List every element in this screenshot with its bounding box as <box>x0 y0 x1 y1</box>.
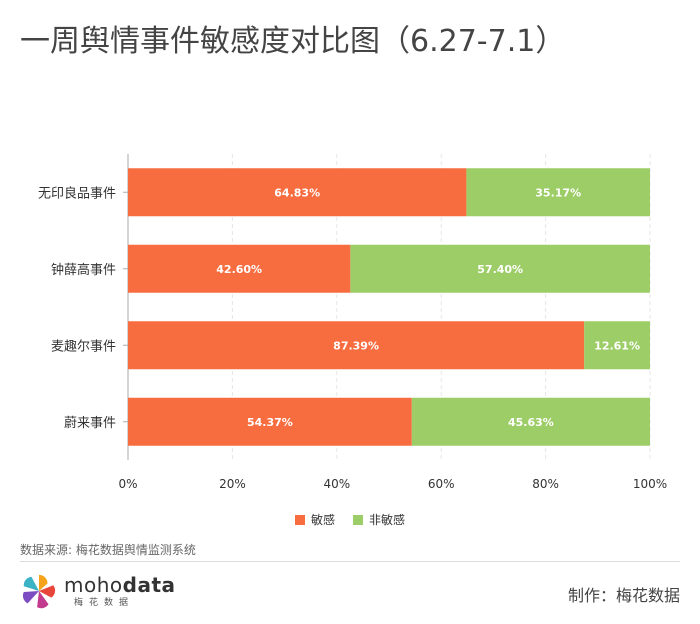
bar-non-sensitive[interactable] <box>411 397 650 446</box>
x-tick-label: 20% <box>219 477 246 491</box>
legend-item-sensitive[interactable]: 敏感 <box>294 511 335 528</box>
legend-item-non-sensitive[interactable]: 非敏感 <box>353 511 405 528</box>
bar-sensitive[interactable] <box>128 244 351 293</box>
bar-sensitive[interactable] <box>128 321 585 370</box>
logo-brand-bold: data <box>122 572 176 597</box>
bar-value-label: 64.83% <box>274 186 320 199</box>
brand-logo: mohodata 梅花数据 <box>20 572 176 610</box>
producer-credit: 制作：梅花数据 <box>567 586 680 605</box>
category-label: 麦趣尔事件 <box>51 339 116 354</box>
data-source: 数据来源: 梅花数据舆情监测系统 <box>20 543 196 557</box>
bar-value-label: 54.37% <box>247 416 293 429</box>
legend-swatch-sensitive <box>294 514 305 525</box>
footer-divider <box>20 561 680 562</box>
category-label: 蔚来事件 <box>64 416 116 431</box>
category-label: 钟薛高事件 <box>51 262 116 278</box>
bar-value-label: 45.63% <box>508 416 554 429</box>
category-label: 无印良品事件 <box>38 185 116 201</box>
value-axis: 0% 20% 40% 60% 80% 100% <box>118 477 667 491</box>
logo-wordmark: mohodata 梅花数据 <box>64 575 176 608</box>
legend-label-sensitive: 敏感 <box>310 513 335 527</box>
x-tick-label: 0% <box>118 477 137 491</box>
bar-value-label: 35.17% <box>535 186 581 199</box>
chart-title: 一周舆情事件敏感度对比图（6.27-7.1） <box>20 24 566 59</box>
logo-brand-light: moho <box>64 572 123 597</box>
legend-label-non-sensitive: 非敏感 <box>369 513 406 527</box>
x-tick-label: 80% <box>532 477 559 491</box>
stacked-bar-chart: 64.83% 35.17% 42.60% 57.40% 87.39% 12.61% 54.3… <box>38 154 667 491</box>
bar-sensitive[interactable] <box>128 397 412 446</box>
x-tick-label: 40% <box>323 477 350 491</box>
logo-subtitle: 梅花数据 <box>74 597 135 608</box>
bars <box>128 168 650 446</box>
x-tick-label: 60% <box>428 477 455 491</box>
x-tick-label: 100% <box>633 477 667 491</box>
legend-swatch-non-sensitive <box>353 514 363 525</box>
bar-sensitive[interactable] <box>128 168 467 217</box>
pinwheel-logo-icon <box>22 574 56 609</box>
legend: 敏感 非敏感 <box>0 511 700 528</box>
data-labels: 64.83% 35.17% 42.60% 57.40% 87.39% 12.61% 54.3… <box>216 186 640 429</box>
bar-value-label: 87.39% <box>333 339 379 352</box>
bar-non-sensitive[interactable] <box>466 168 650 217</box>
bar-value-label: 42.60% <box>216 263 262 276</box>
bar-non-sensitive[interactable] <box>584 321 650 370</box>
bar-non-sensitive[interactable] <box>350 244 650 293</box>
bar-value-label: 12.61% <box>594 339 640 352</box>
bar-value-label: 57.40% <box>477 263 523 276</box>
